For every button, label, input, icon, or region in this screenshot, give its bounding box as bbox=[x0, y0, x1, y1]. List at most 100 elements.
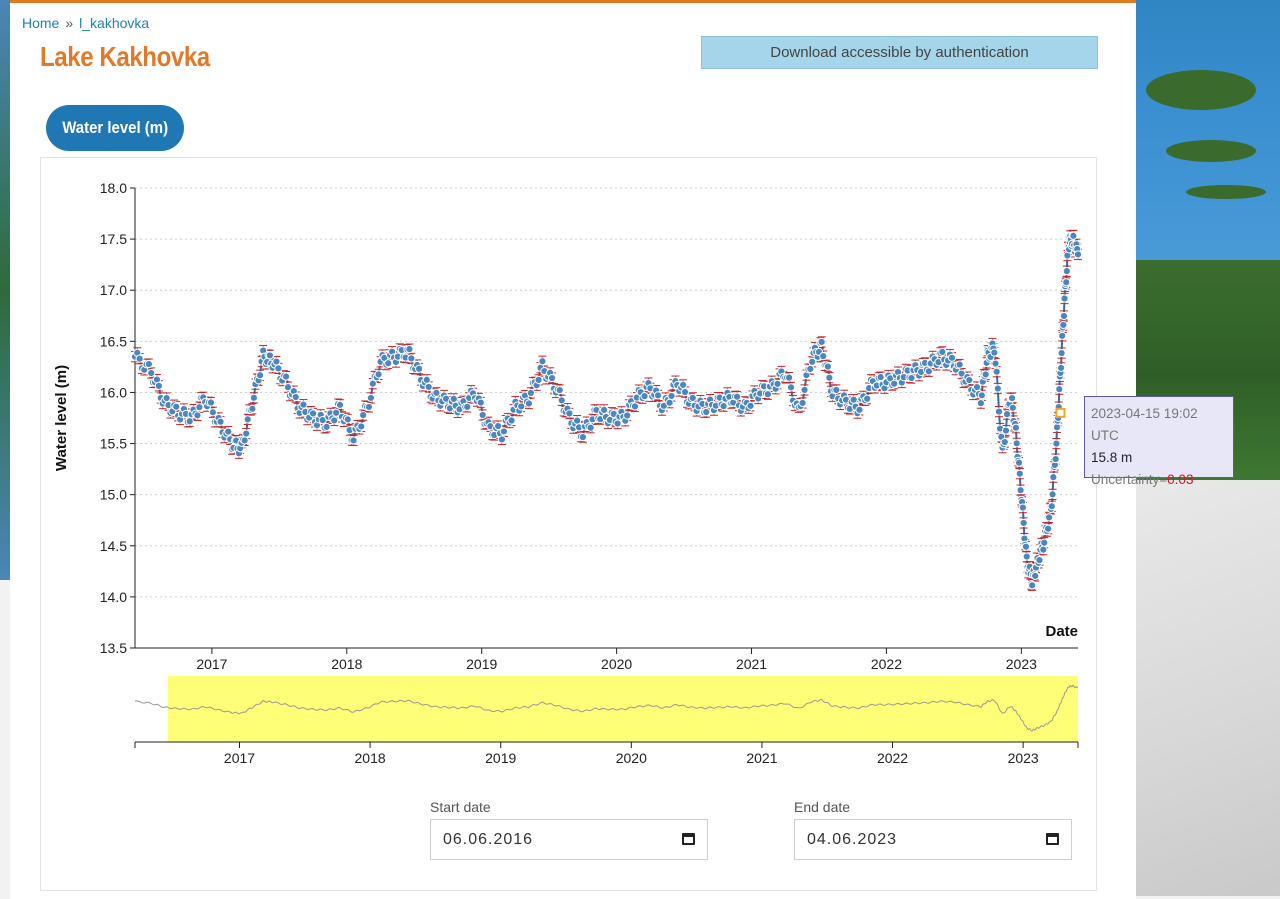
data-point bbox=[359, 411, 368, 420]
data-point bbox=[162, 393, 171, 403]
data-point bbox=[630, 402, 640, 411]
breadcrumb-separator: » bbox=[65, 15, 74, 31]
data-point bbox=[924, 367, 933, 376]
data-point bbox=[1008, 403, 1017, 412]
calendar-icon[interactable] bbox=[1046, 833, 1059, 845]
data-point bbox=[154, 381, 163, 390]
data-point bbox=[876, 373, 885, 382]
data-point bbox=[653, 391, 663, 400]
data-point bbox=[526, 388, 535, 398]
x-tick-label: 2017 bbox=[196, 656, 227, 672]
data-point bbox=[991, 359, 1000, 368]
data-point bbox=[1001, 426, 1011, 435]
data-point bbox=[1015, 469, 1024, 478]
y-tick-label: 16.5 bbox=[100, 333, 127, 349]
data-point bbox=[1000, 437, 1009, 447]
background-water bbox=[1136, 0, 1280, 270]
data-point bbox=[308, 409, 318, 418]
data-point bbox=[1044, 524, 1053, 533]
data-point bbox=[890, 379, 899, 388]
data-point bbox=[806, 364, 815, 374]
data-point bbox=[977, 391, 986, 400]
data-point bbox=[719, 402, 728, 411]
y-tick-label: 18.0 bbox=[100, 180, 127, 196]
data-point bbox=[343, 415, 352, 424]
data-point bbox=[1021, 542, 1031, 551]
data-point bbox=[1047, 502, 1056, 511]
x-tick-label: 2022 bbox=[871, 656, 902, 672]
y-tick-label: 17.5 bbox=[100, 231, 127, 247]
data-point bbox=[332, 408, 341, 417]
data-point bbox=[499, 427, 508, 436]
data-point bbox=[800, 385, 809, 395]
data-point bbox=[1018, 503, 1027, 512]
navigator-tick-label: 2022 bbox=[877, 750, 908, 766]
data-point bbox=[557, 396, 566, 405]
data-point bbox=[1060, 294, 1069, 303]
data-point bbox=[907, 373, 916, 383]
x-axis-label: Date bbox=[1045, 623, 1078, 640]
data-point bbox=[1049, 473, 1058, 482]
data-point bbox=[1052, 439, 1061, 448]
background-left-edge bbox=[0, 0, 10, 580]
end-date-input[interactable]: 04.06.2023 bbox=[794, 819, 1072, 860]
data-point bbox=[573, 416, 582, 425]
data-point bbox=[330, 416, 339, 425]
tab-water-level[interactable]: Water level (m) bbox=[46, 105, 184, 151]
breadcrumb-current[interactable]: l_kakhovka bbox=[79, 15, 150, 31]
data-point bbox=[623, 411, 632, 420]
data-point bbox=[849, 395, 858, 404]
data-point bbox=[965, 375, 974, 385]
data-point bbox=[147, 368, 156, 378]
page-title: Lake Kakhovka bbox=[40, 41, 210, 72]
background-island bbox=[1186, 185, 1266, 199]
data-point bbox=[679, 380, 688, 389]
content-panel: Home » l_kakhovka Lake Kakhovka Download a… bbox=[10, 0, 1136, 899]
data-point bbox=[1039, 545, 1048, 554]
end-date-label: End date bbox=[794, 799, 851, 815]
calendar-icon[interactable] bbox=[682, 833, 695, 845]
data-point bbox=[248, 404, 257, 413]
start-date-input[interactable]: 06.06.2016 bbox=[430, 819, 708, 860]
navigator-tick-label: 2021 bbox=[746, 750, 777, 766]
start-date-value: 06.06.2016 bbox=[443, 831, 534, 848]
y-tick-label: 13.5 bbox=[100, 640, 127, 656]
data-point bbox=[265, 351, 275, 360]
data-point bbox=[1035, 555, 1044, 565]
navigator-tick-label: 2017 bbox=[224, 750, 255, 766]
data-point bbox=[992, 367, 1001, 376]
data-point bbox=[1016, 486, 1025, 495]
x-tick-label: 2023 bbox=[1006, 656, 1037, 672]
data-point bbox=[613, 419, 622, 428]
tooltip-uncertainty-value: 0.03 bbox=[1167, 472, 1194, 487]
data-point bbox=[825, 373, 834, 382]
data-point bbox=[335, 400, 345, 409]
breadcrumb-home[interactable]: Home bbox=[22, 15, 60, 31]
data-point bbox=[185, 417, 194, 426]
data-point bbox=[206, 398, 216, 407]
data-point bbox=[135, 354, 144, 363]
download-button[interactable]: Download accessible by authentication bbox=[701, 36, 1098, 69]
data-point bbox=[407, 354, 416, 363]
data-point bbox=[665, 398, 674, 407]
navigator-tick-label: 2023 bbox=[1008, 750, 1039, 766]
data-point bbox=[947, 353, 957, 362]
data-point bbox=[242, 429, 251, 438]
data-point bbox=[1069, 231, 1078, 240]
data-point bbox=[1056, 363, 1066, 373]
data-point bbox=[1007, 393, 1017, 403]
navigator-line bbox=[134, 684, 1079, 732]
tooltip-value: 15.8 m bbox=[1091, 450, 1133, 465]
data-point bbox=[240, 436, 249, 445]
background-island bbox=[1166, 140, 1256, 162]
data-point bbox=[1002, 410, 1012, 419]
data-point bbox=[938, 347, 947, 356]
water-level-chart[interactable]: 13.5 14.0 14.5 15.0 15.5 16.0 16.5 17.0 17.5 18.0… bbox=[41, 158, 1098, 892]
y-axis-label: Water level (m) bbox=[53, 365, 70, 471]
data-point bbox=[763, 390, 773, 399]
data-point bbox=[1058, 331, 1067, 340]
data-point bbox=[547, 373, 557, 383]
data-point bbox=[424, 382, 433, 392]
data-tooltip: 2023-04-15 19:02 UTC 15.8 m Uncertainty=… bbox=[1084, 396, 1234, 487]
data-point bbox=[478, 410, 487, 420]
